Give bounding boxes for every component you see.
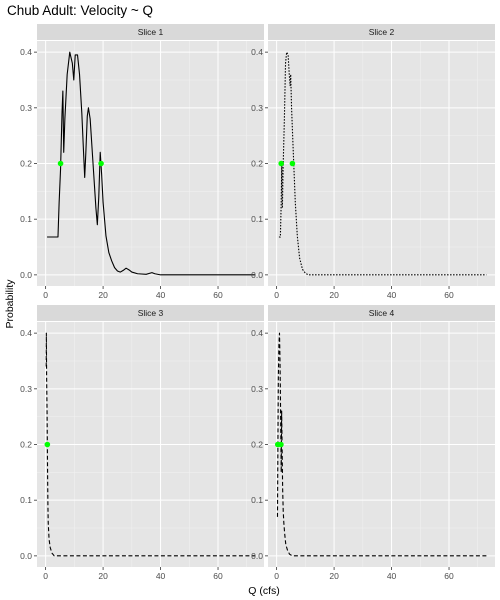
y-tick-label: 0.0 (20, 551, 32, 561)
panel-strip-label: Slice 2 (369, 27, 395, 37)
y-tick-label: 0.0 (251, 270, 263, 280)
series-line (278, 51, 487, 276)
x-tick-label: 20 (329, 290, 339, 300)
y-axis-title: Probability (4, 279, 16, 329)
x-tick-label: 20 (98, 290, 108, 300)
x-tick-label: 40 (387, 571, 397, 581)
x-tick-label: 0 (274, 571, 279, 581)
y-tick-label: 0.3 (20, 103, 32, 113)
x-tick-label: 40 (156, 571, 166, 581)
y-tick-label: 0.0 (251, 551, 263, 561)
y-tick-label: 0.3 (20, 384, 32, 394)
marker-point (57, 160, 64, 167)
y-tick-label: 0.4 (251, 328, 263, 338)
panel-2: Slice 2 0 20 40 60 0.0 0.1 0.2 0.3 0.4 (251, 24, 495, 300)
y-tick-label: 0.2 (251, 440, 263, 450)
marker-point (278, 441, 284, 448)
y-tick-label: 0.2 (20, 159, 32, 169)
panel-1: Slice 1 0 20 40 60 0.0 0.1 0.2 0.3 0.4 (20, 24, 264, 300)
x-tick-label: 60 (213, 571, 223, 581)
panel-strip (37, 24, 264, 40)
panel-strip (37, 305, 264, 321)
panel-3: Slice 3 0 20 40 60 0.0 0.1 0.2 0.3 0.4 (20, 305, 264, 581)
y-tick-label: 0.1 (251, 214, 263, 224)
series-line (47, 51, 256, 276)
y-tick-label: 0.4 (251, 47, 263, 57)
y-tick-label: 0.3 (251, 103, 263, 113)
x-tick-label: 60 (444, 290, 454, 300)
y-tick-label: 0.4 (20, 47, 32, 57)
series-line (276, 332, 487, 557)
x-tick-label: 0 (43, 571, 48, 581)
y-tick-label: 0.1 (251, 495, 263, 505)
marker-point (98, 160, 104, 167)
x-tick-label: 20 (329, 571, 339, 581)
panel-4: Slice 4 0 20 40 60 0.0 0.1 0.2 0.3 0.4 (251, 305, 495, 581)
x-tick-label: 40 (387, 290, 397, 300)
panel-strip-label: Slice 1 (138, 27, 164, 37)
marker-point (289, 160, 296, 167)
marker-point (44, 441, 51, 448)
series-line (45, 332, 256, 557)
panels-group: Slice 1 0 20 40 60 0.0 0.1 0.2 0.3 0.4 Slice 2 0 20 4… (20, 24, 495, 581)
y-tick-label: 0.3 (251, 384, 263, 394)
x-tick-label: 20 (98, 571, 108, 581)
chart-title: Chub Adult: Velocity ~ Q (7, 3, 153, 18)
y-tick-label: 0.0 (20, 270, 32, 280)
x-tick-label: 40 (156, 290, 166, 300)
x-tick-label: 0 (43, 290, 48, 300)
y-tick-label: 0.2 (251, 159, 263, 169)
panel-strip-label: Slice 3 (138, 308, 164, 318)
panel-strip (268, 305, 495, 321)
x-tick-label: 60 (213, 290, 223, 300)
x-tick-label: 60 (444, 571, 454, 581)
marker-point (278, 160, 285, 167)
panel-strip (268, 24, 495, 40)
x-axis-title: Q (cfs) (248, 585, 280, 597)
y-tick-label: 0.2 (20, 440, 32, 450)
y-tick-label: 0.1 (20, 214, 32, 224)
y-tick-label: 0.1 (20, 495, 32, 505)
x-tick-label: 0 (274, 290, 279, 300)
y-tick-label: 0.4 (20, 328, 32, 338)
panel-strip-label: Slice 4 (369, 308, 395, 318)
